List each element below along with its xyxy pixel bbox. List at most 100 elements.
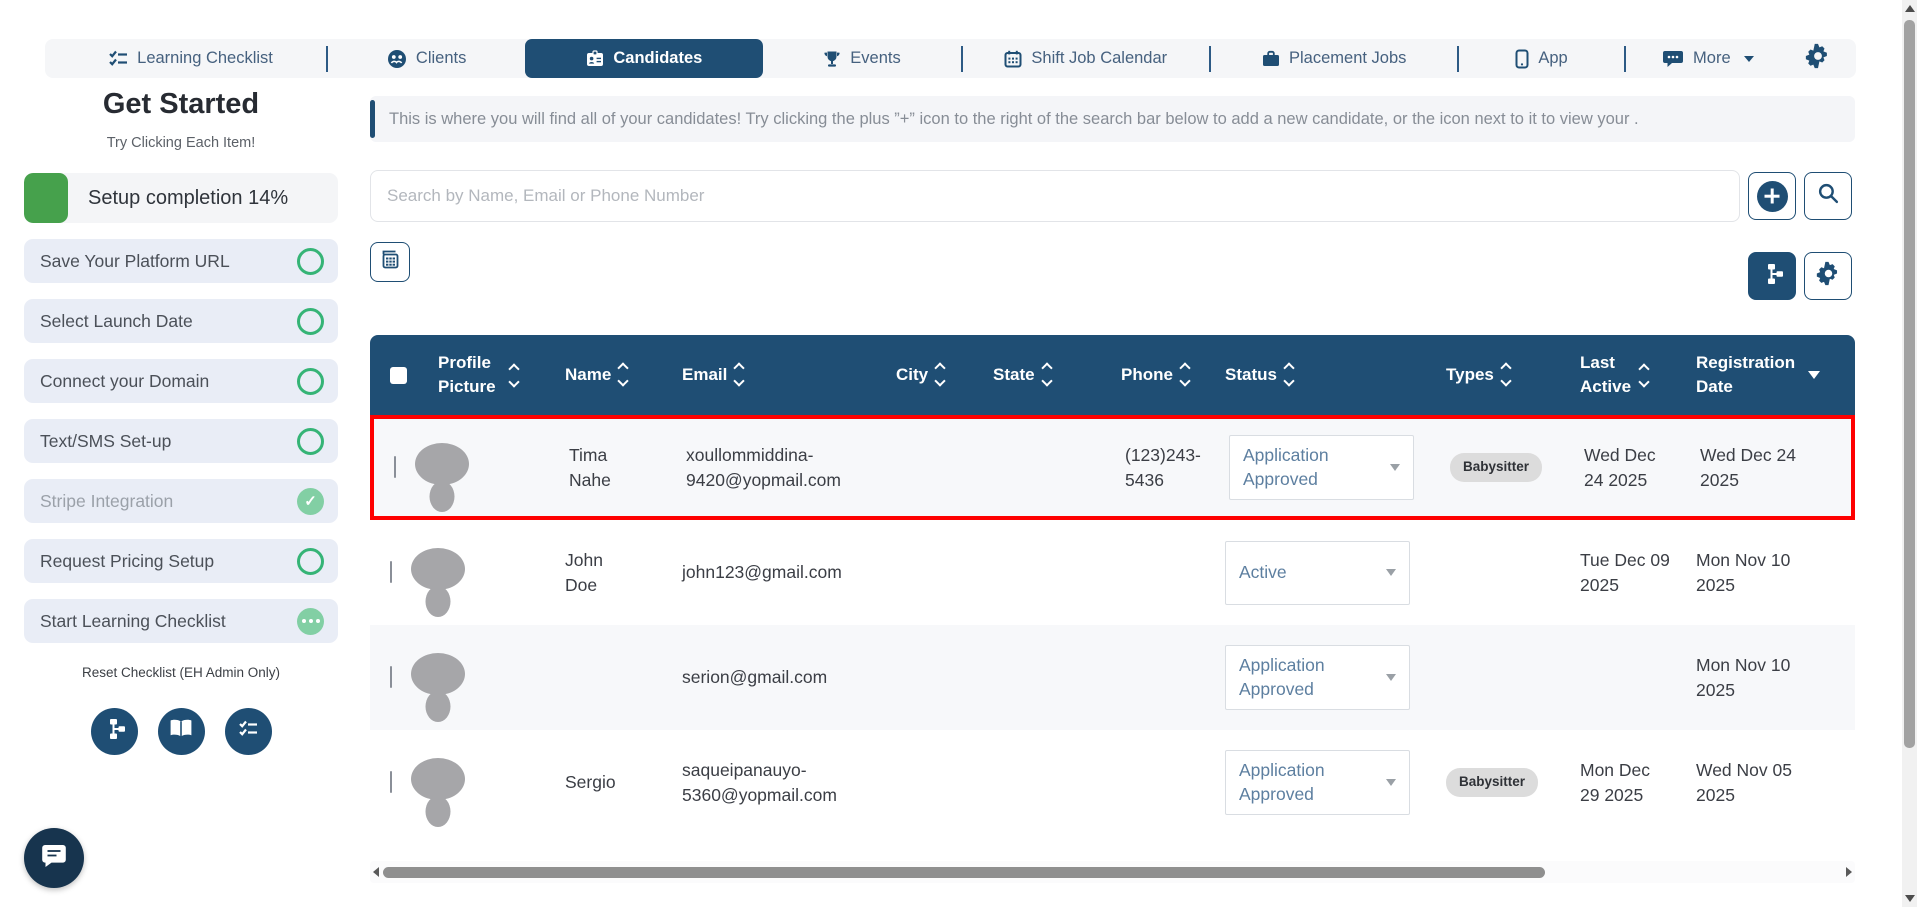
briefcase-icon: [1262, 50, 1280, 67]
chat-icon: [40, 842, 68, 875]
tab-placement-jobs[interactable]: Placement Jobs: [1211, 39, 1457, 78]
reset-checklist-link[interactable]: Reset Checklist (EH Admin Only): [81, 665, 281, 680]
email-cell: serion@gmail.com: [682, 667, 828, 688]
horizontal-scrollbar[interactable]: [370, 861, 1855, 883]
scroll-down-arrow-icon[interactable]: [1905, 895, 1915, 902]
column-label: City: [896, 365, 929, 385]
tab-label: App: [1538, 49, 1568, 67]
candidate-row[interactable]: serion@gmail.com Application Approved Mo…: [370, 625, 1855, 730]
copy-table-button[interactable]: [370, 242, 410, 282]
candidate-row[interactable]: Sergio saqueipanauyo-5360@yopmail.com Ap…: [370, 730, 1855, 835]
sort-icon: [1638, 362, 1650, 388]
sidebar-item-stripe-integration[interactable]: Stripe Integration ✓: [24, 479, 338, 523]
candidate-row[interactable]: John Doe john123@gmail.com Active Tue De…: [370, 520, 1855, 625]
column-header-last-active[interactable]: Last Active: [1580, 351, 1696, 399]
nav-divider: [326, 45, 329, 72]
search-button[interactable]: [1804, 172, 1852, 220]
settings-gear-button[interactable]: [1790, 43, 1846, 74]
vertical-scrollbar[interactable]: [1902, 0, 1917, 907]
table-header-row: Profile Picture Name Email City State Ph…: [370, 335, 1855, 415]
column-label: State: [993, 365, 1035, 385]
incomplete-circle-icon: [297, 307, 324, 335]
column-header-types[interactable]: Types: [1446, 362, 1580, 388]
row-checkbox[interactable]: [394, 455, 442, 480]
tab-candidates[interactable]: Candidates: [525, 39, 764, 78]
item-label: Select Launch Date: [40, 310, 193, 331]
hierarchy-circle-button[interactable]: [90, 708, 138, 755]
column-header-state[interactable]: State: [993, 362, 1121, 388]
incomplete-circle-icon: [297, 547, 324, 575]
scrollbar-thumb[interactable]: [383, 866, 1545, 878]
chevron-down-icon: [1386, 674, 1396, 681]
sidebar-item-request-pricing-setup[interactable]: Request Pricing Setup: [24, 539, 338, 583]
status-select[interactable]: Application Approved: [1229, 434, 1414, 501]
copy-table-icon: [379, 249, 401, 276]
sidebar-item-select-launch-date[interactable]: Select Launch Date: [24, 299, 338, 343]
item-label: Text/SMS Set-up: [40, 430, 172, 451]
item-label: Connect your Domain: [40, 370, 210, 391]
tab-label: Learning Checklist: [137, 49, 273, 67]
sidebar-item-text-sms-setup[interactable]: Text/SMS Set-up: [24, 419, 338, 463]
column-header-city[interactable]: City: [896, 362, 993, 388]
check-circle-icon: ✓: [297, 487, 324, 515]
tab-more[interactable]: More: [1626, 39, 1790, 78]
tab-app[interactable]: App: [1459, 39, 1623, 78]
incomplete-circle-icon: [297, 427, 324, 455]
column-header-name[interactable]: Name: [565, 362, 682, 388]
sidebar-item-save-platform-url[interactable]: Save Your Platform URL: [24, 239, 338, 283]
scroll-up-arrow-icon[interactable]: [1905, 5, 1915, 12]
column-header-phone[interactable]: Phone: [1121, 362, 1225, 388]
tab-learning-checklist[interactable]: Learning Checklist: [55, 39, 326, 78]
sort-icon: [1500, 362, 1512, 388]
status-select[interactable]: Application Approved: [1225, 644, 1410, 711]
gear-icon: [1805, 43, 1831, 74]
checklist-circle-button[interactable]: [224, 708, 272, 755]
checklist-icon: [108, 50, 128, 68]
sidebar-item-connect-domain[interactable]: Connect your Domain: [24, 359, 338, 403]
column-label: Status: [1225, 365, 1277, 385]
sort-desc-icon: [1808, 371, 1820, 379]
checklist-icon: [238, 720, 258, 743]
tab-events[interactable]: Events: [763, 39, 960, 78]
status-select[interactable]: Active: [1225, 540, 1410, 605]
status-select[interactable]: Application Approved: [1225, 749, 1410, 816]
column-label: Profile Picture: [438, 353, 496, 396]
clients-icon: [387, 49, 407, 69]
tab-label: Events: [850, 49, 901, 67]
scroll-left-arrow-icon[interactable]: [373, 867, 379, 877]
scroll-right-arrow-icon[interactable]: [1846, 867, 1852, 877]
checkbox-icon: [394, 456, 396, 479]
row-checkbox[interactable]: [390, 560, 438, 585]
guide-circle-button[interactable]: [157, 708, 205, 755]
candidate-row[interactable]: Tima Nahe xoullommiddina-9420@yopmail.co…: [370, 415, 1855, 520]
incomplete-circle-icon: [297, 367, 324, 395]
ellipsis-dots: [301, 619, 320, 623]
add-candidate-button[interactable]: [1748, 172, 1796, 220]
chat-launcher-button[interactable]: [24, 828, 84, 888]
column-header-profile-picture[interactable]: Profile Picture: [438, 351, 565, 399]
tab-label: More: [1693, 49, 1731, 67]
scrollbar-thumb[interactable]: [1904, 20, 1915, 748]
sidebar-item-start-learning-checklist[interactable]: Start Learning Checklist: [24, 599, 338, 643]
table-settings-button[interactable]: [1804, 252, 1852, 300]
candidate-hierarchy-button[interactable]: [1748, 252, 1796, 300]
search-input[interactable]: [370, 170, 1740, 222]
status-cell: Application Approved: [1225, 644, 1446, 711]
row-checkbox[interactable]: [390, 665, 438, 690]
calendar-icon: [1004, 50, 1022, 68]
registration-date-cell: Mon Nov 10 2025: [1696, 550, 1791, 595]
ellipsis-circle-icon: [297, 607, 324, 635]
select-all-checkbox[interactable]: [390, 366, 438, 384]
types-cell: Babysitter: [1450, 453, 1584, 482]
last-active-cell: Mon Dec 29 2025: [1580, 760, 1651, 805]
email-cell: saqueipanauyo-5360@yopmail.com: [682, 760, 837, 805]
tab-clients[interactable]: Clients: [328, 39, 525, 78]
tab-shift-job-calendar[interactable]: Shift Job Calendar: [963, 39, 1209, 78]
row-checkbox[interactable]: [390, 770, 438, 795]
types-cell: Babysitter: [1446, 768, 1580, 797]
chevron-down-icon: [1386, 569, 1396, 576]
column-header-registration-date[interactable]: Registration Date: [1696, 351, 1855, 399]
column-header-status[interactable]: Status: [1225, 362, 1446, 388]
chevron-down-icon: [1386, 779, 1396, 786]
column-header-email[interactable]: Email: [682, 362, 896, 388]
